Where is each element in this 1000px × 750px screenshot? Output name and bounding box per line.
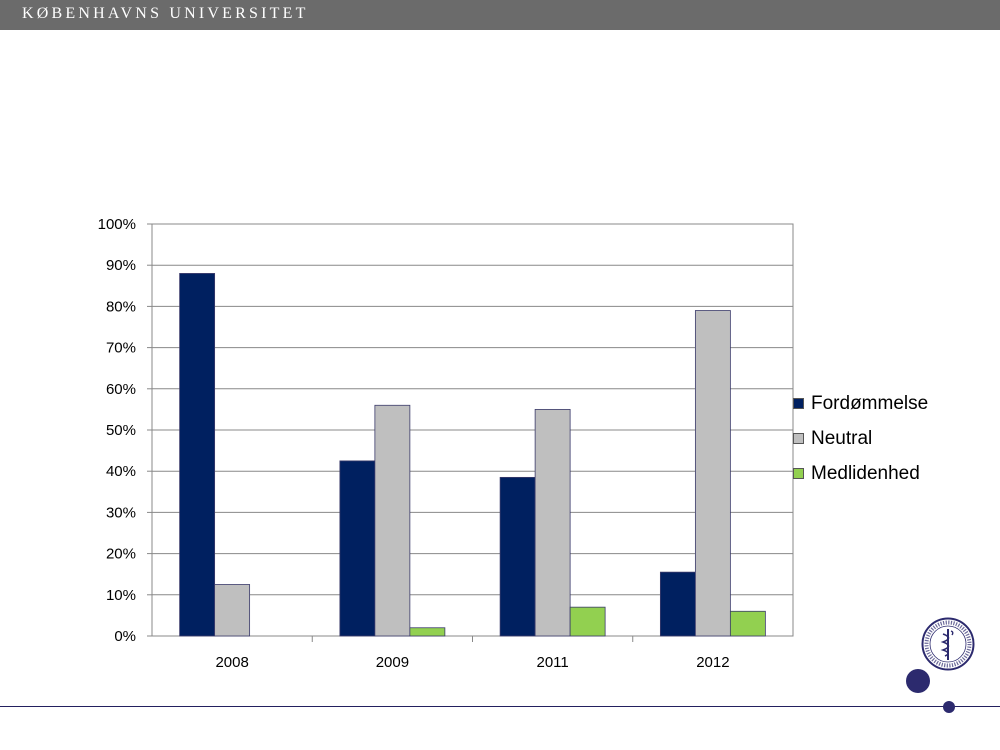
bar-medlidenhed-2011 — [569, 606, 606, 637]
y-tick-label: 60% — [106, 381, 136, 398]
y-tick-label: 30% — [106, 504, 136, 521]
bar-ford-mmelse-2012 — [659, 571, 696, 637]
bar-neutral-2012 — [694, 310, 731, 637]
bar-ford-mmelse-2011 — [499, 476, 536, 637]
legend-label: Neutral — [811, 428, 873, 449]
university-title: KØBENHAVNS UNIVERSITET — [22, 5, 309, 22]
x-tick-label: 2011 — [536, 654, 568, 671]
y-tick-label: 20% — [106, 546, 136, 563]
bar-neutral-2011 — [534, 408, 571, 637]
y-tick-label: 90% — [106, 257, 136, 274]
decorative-dot-large — [906, 669, 930, 693]
y-tick-label: 10% — [106, 587, 136, 604]
legend-swatch — [793, 468, 804, 479]
header-bar: KØBENHAVNS UNIVERSITET — [0, 0, 1000, 30]
bar-medlidenhed-2009 — [409, 627, 446, 637]
legend-label: Fordømmelse — [811, 393, 929, 414]
y-tick-label: 50% — [106, 422, 136, 439]
bar-neutral-2008 — [214, 584, 251, 637]
bar-ford-mmelse-2009 — [339, 460, 376, 637]
y-tick-label: 100% — [98, 216, 136, 233]
x-tick-label: 2012 — [696, 654, 729, 671]
bar-neutral-2009 — [374, 404, 411, 637]
y-tick-label: 40% — [106, 463, 136, 480]
footer-divider — [0, 706, 1000, 707]
legend-label: Medlidenhed — [811, 463, 920, 484]
legend-swatch — [793, 398, 804, 409]
y-tick-label: 70% — [106, 340, 136, 357]
x-tick-label: 2008 — [215, 654, 248, 671]
legend-swatch — [793, 433, 804, 444]
decorative-dot-small — [943, 701, 955, 713]
y-tick-label: 0% — [114, 628, 136, 645]
bar-ford-mmelse-2008 — [179, 273, 216, 637]
bar-medlidenhed-2012 — [729, 610, 766, 637]
x-tick-label: 2009 — [376, 654, 409, 671]
university-seal-icon — [921, 617, 975, 671]
y-tick-label: 80% — [106, 298, 136, 315]
